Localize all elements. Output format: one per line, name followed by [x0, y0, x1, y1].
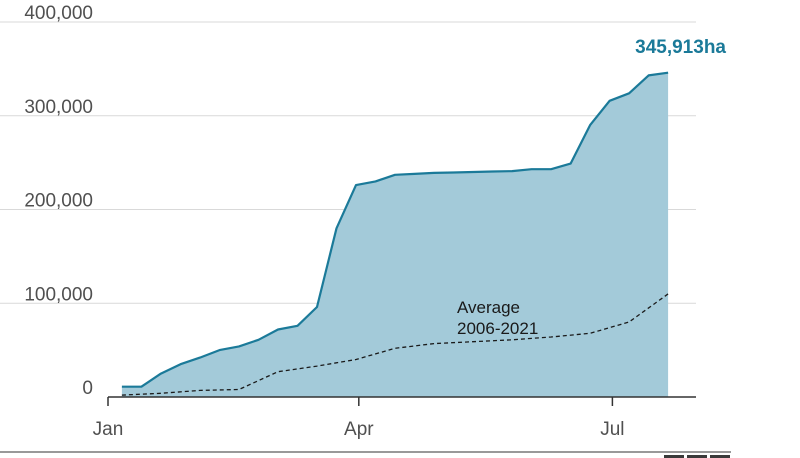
area-series-fill: [121, 72, 669, 397]
y-tick-label: 200,000: [24, 191, 93, 212]
x-tick-label: Apr: [344, 419, 374, 440]
y-tick-label: 100,000: [24, 284, 93, 305]
area-series-line: [121, 71, 669, 388]
y-tick-label: 0: [82, 378, 93, 399]
y-axis-labels: 0 100,000 200,000 300,000 400,000: [24, 3, 93, 399]
logo-block-1: [664, 455, 684, 458]
y-tick-label: 400,000: [24, 3, 93, 24]
bbc-logo: [664, 455, 730, 458]
y-tick-label: 300,000: [24, 97, 93, 118]
average-label-line1: Average: [457, 298, 520, 317]
logo-block-2: [687, 455, 707, 458]
x-axis-ticks: Jan Apr Jul: [93, 397, 625, 440]
x-tick-label: Jan: [93, 419, 124, 440]
average-series-line: [121, 293, 669, 396]
x-tick-label: Jul: [600, 419, 624, 440]
final-value-label: 345,913ha: [635, 37, 726, 58]
average-label-line2: 2006-2021: [457, 319, 538, 338]
logo-block-3: [710, 455, 730, 458]
